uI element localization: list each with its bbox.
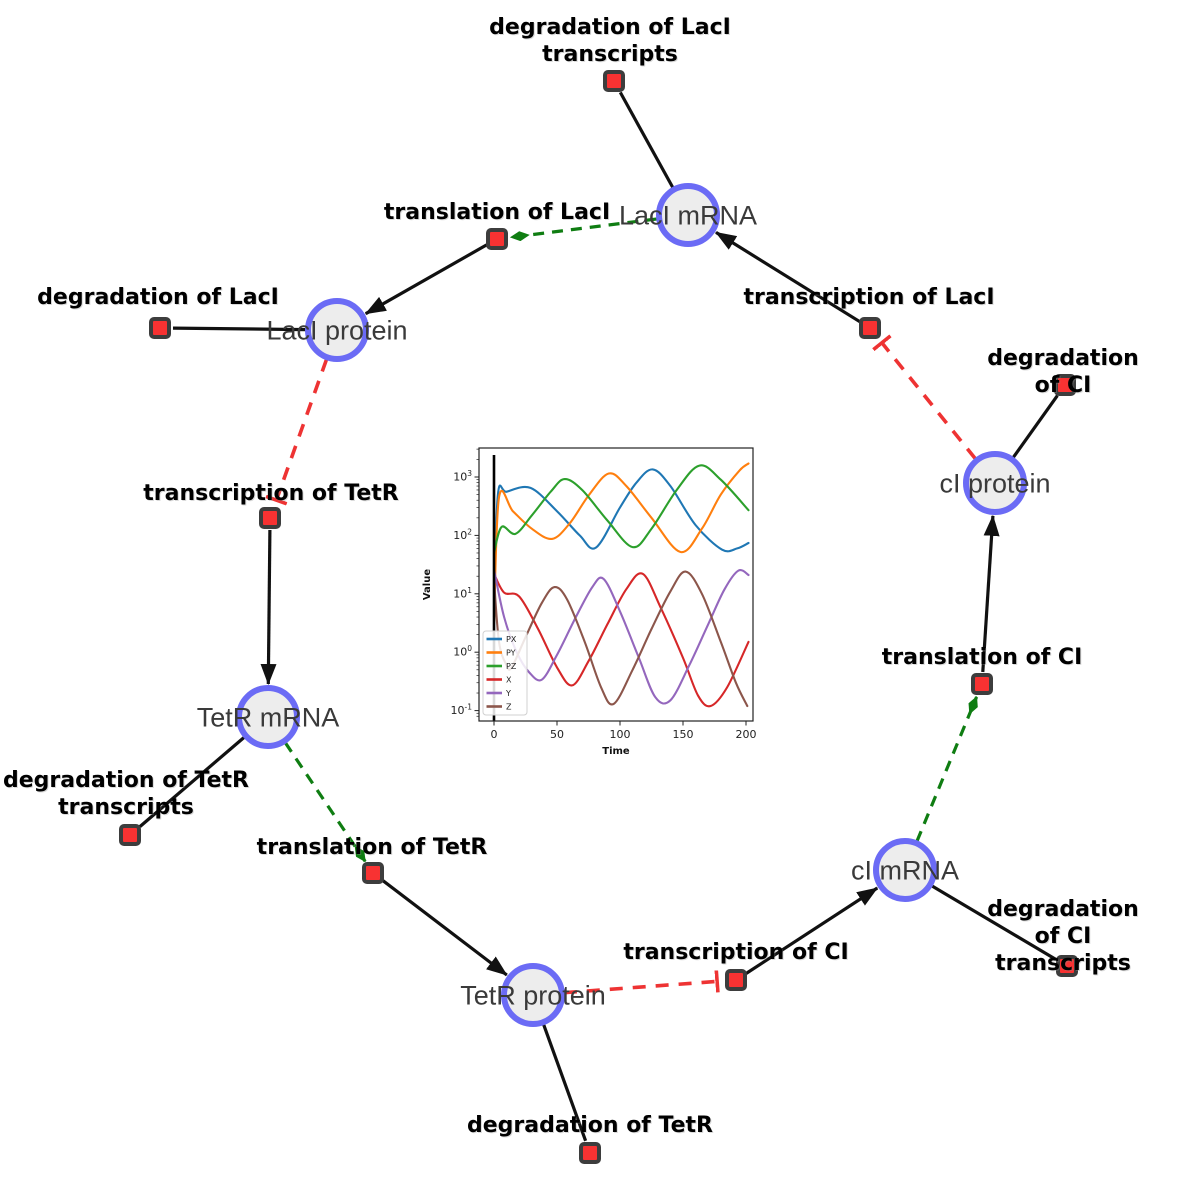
- series-line-Y: [492, 568, 750, 705]
- reaction-node-deg-tetr-transcripts[interactable]: [119, 824, 141, 846]
- y-tick-label: 102: [453, 527, 472, 542]
- edge-consumption-ci-protein-to-deg-ci: [1011, 394, 1059, 459]
- legend-label-PZ: PZ: [506, 662, 517, 671]
- edge-production-transcription-ci-to-ci-mrna: [745, 886, 879, 975]
- species-node-laci-protein[interactable]: [305, 298, 369, 362]
- y-tick-label: 100: [453, 644, 472, 659]
- edge-inhibition-laci-protein-to-transcription-tetr: [265, 358, 329, 506]
- species-node-ci-protein[interactable]: [963, 451, 1027, 515]
- series-line-PZ: [492, 464, 750, 555]
- edge-production-transcription-tetr-to-tetr-mrna: [260, 529, 277, 685]
- legend-label-Y: Y: [505, 689, 511, 698]
- edge-production-translation-ci-to-ci-protein: [981, 514, 1000, 673]
- reaction-node-deg-tetr[interactable]: [579, 1142, 601, 1164]
- reaction-node-deg-ci[interactable]: [1054, 374, 1076, 396]
- edge-production-transcription-laci-to-laci-mrna: [715, 231, 861, 324]
- reaction-node-deg-laci-transcripts[interactable]: [603, 70, 625, 92]
- y-tick-label: 101: [453, 586, 472, 601]
- species-node-tetr-protein[interactable]: [501, 963, 565, 1027]
- edge-inhibition-ci-protein-to-transcription-laci: [872, 334, 977, 461]
- series-line-Z: [492, 570, 749, 708]
- chart-frame: [478, 447, 754, 722]
- y-tick-label: 103: [453, 469, 472, 484]
- reaction-node-translation-tetr[interactable]: [362, 862, 384, 884]
- edge-production-translation-tetr-to-tetr-protein: [381, 879, 508, 977]
- edge-consumption-tetr-protein-to-deg-tetr: [541, 1023, 588, 1142]
- edge-modifier-tetr-mrna-to-translation-tetr: [283, 741, 367, 863]
- edge-consumption-laci-mrna-to-deg-laci-transcripts: [618, 91, 675, 189]
- edge-consumption-ci-mrna-to-deg-ci-transcripts: [930, 884, 1057, 961]
- x-tick-label: 0: [491, 728, 498, 741]
- species-node-laci-mrna[interactable]: [656, 183, 720, 247]
- y-axis-label: Value: [422, 569, 433, 600]
- series-line-PX: [492, 468, 750, 619]
- series-line-X: [492, 572, 750, 708]
- reaction-node-deg-laci[interactable]: [149, 317, 171, 339]
- reaction-node-translation-laci[interactable]: [486, 228, 508, 250]
- reaction-node-transcription-tetr[interactable]: [259, 507, 281, 529]
- edge-modifier-ci-mrna-to-translation-ci: [915, 695, 979, 843]
- reaction-node-deg-ci-transcripts[interactable]: [1056, 955, 1078, 977]
- edge-consumption-laci-protein-to-deg-laci: [172, 326, 307, 332]
- edge-inhibition-tetr-protein-to-transcription-ci: [563, 970, 720, 995]
- x-tick-label: 150: [673, 728, 694, 741]
- species-node-tetr-mrna[interactable]: [236, 685, 300, 749]
- species-node-ci-mrna[interactable]: [873, 838, 937, 902]
- x-axis-label: Time: [602, 746, 630, 757]
- x-tick-label: 100: [610, 728, 631, 741]
- x-tick-label: 200: [736, 728, 757, 741]
- legend-label-Z: Z: [506, 703, 512, 712]
- reaction-node-transcription-laci[interactable]: [859, 317, 881, 339]
- legend-label-PX: PX: [506, 635, 517, 644]
- y-tick-label: 10-1: [451, 703, 473, 718]
- legend-label-X: X: [506, 676, 512, 685]
- x-tick-label: 50: [550, 728, 564, 741]
- legend-label-PY: PY: [506, 649, 516, 658]
- reaction-node-translation-ci[interactable]: [971, 673, 993, 695]
- series-line-PY: [492, 462, 750, 626]
- edge-modifier-laci-mrna-to-translation-laci: [509, 217, 658, 242]
- edge-consumption-tetr-mrna-to-deg-tetr-transcripts: [138, 735, 246, 828]
- edge-production-translation-laci-to-laci-protein: [364, 243, 488, 316]
- legend: PX PY PZ XYZ: [482, 630, 528, 716]
- reaction-node-transcription-ci[interactable]: [725, 969, 747, 991]
